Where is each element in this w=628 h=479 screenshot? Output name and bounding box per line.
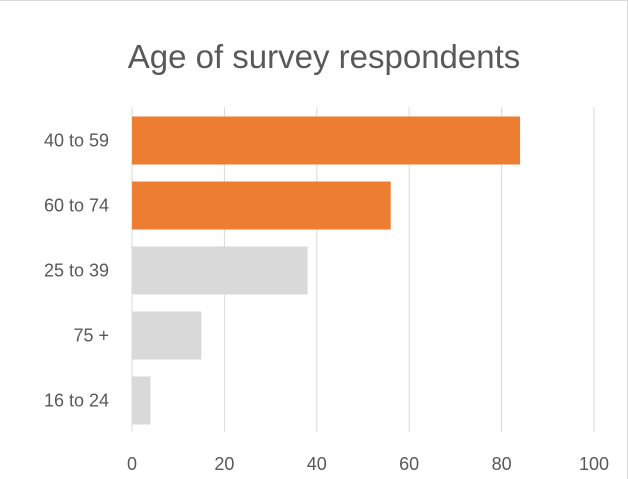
bar (132, 246, 308, 295)
x-tick-label: 40 (307, 454, 327, 474)
x-tick-label: 0 (127, 454, 137, 474)
x-tick-label: 100 (579, 454, 609, 474)
bar (132, 116, 521, 165)
bar (132, 311, 202, 360)
category-label: 16 to 24 (44, 391, 109, 411)
category-label: 60 to 74 (44, 196, 109, 216)
bar (132, 376, 151, 425)
x-tick-label: 60 (399, 454, 419, 474)
x-tick-labels: 0 20 40 60 80 100 (127, 454, 609, 474)
x-tick-label: 20 (214, 454, 234, 474)
category-label: 40 to 59 (44, 131, 109, 151)
category-label: 25 to 39 (44, 261, 109, 281)
category-label: 75 + (73, 326, 109, 346)
bar (132, 181, 391, 230)
bars (132, 116, 521, 425)
x-tick-label: 80 (492, 454, 512, 474)
chart-title: Age of survey respondents (127, 38, 521, 75)
category-labels: 40 to 59 60 to 74 25 to 39 75 + 16 to 24 (44, 131, 109, 411)
